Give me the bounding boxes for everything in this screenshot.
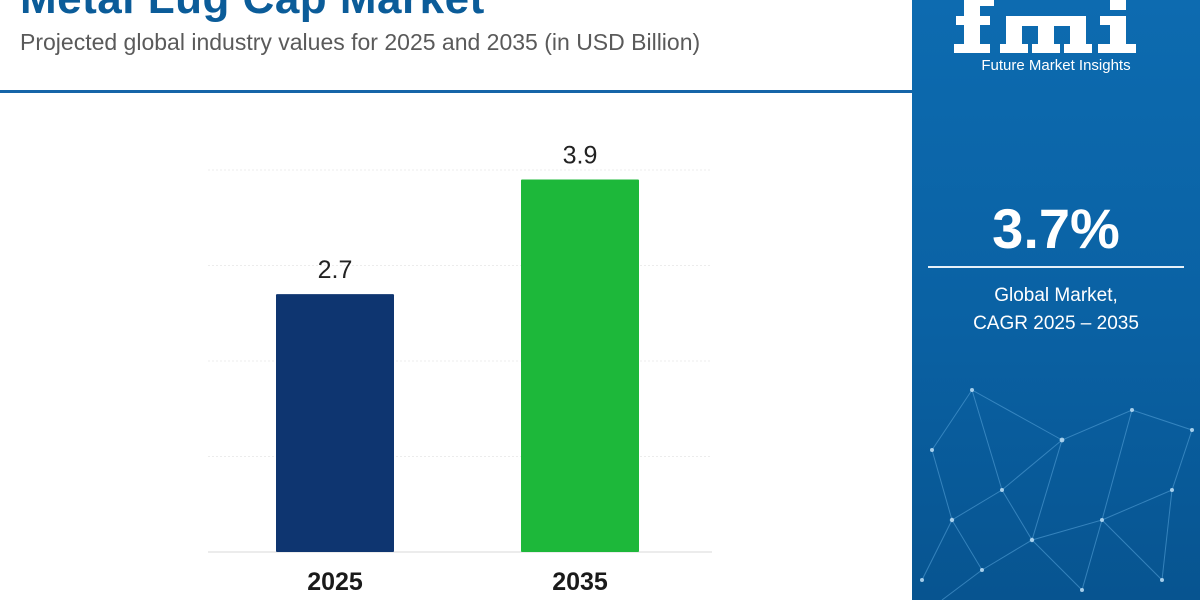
fmi-logo-letters bbox=[954, 0, 1136, 53]
x-tick-label-2025: 2025 bbox=[307, 568, 363, 596]
chart-pane: Metal Lug Cap Market Projected global in… bbox=[0, 0, 912, 596]
cagr-label-line-2: CAGR 2025 – 2035 bbox=[973, 313, 1139, 334]
bar-2035 bbox=[521, 179, 639, 553]
side-panel: fmi Future Market Insights 3.7% Global M… bbox=[912, 0, 1200, 600]
brand-name: Future Market Insights bbox=[981, 57, 1131, 74]
x-tick-label-2035: 2035 bbox=[552, 568, 608, 596]
fmi-logo: fmi bbox=[954, 0, 1136, 53]
network-decoration bbox=[920, 388, 1194, 600]
bar-chart: 2.7 2025 3.9 2035 bbox=[208, 142, 712, 596]
cagr-divider bbox=[928, 266, 1184, 268]
cagr-label: Global Market, CAGR 2025 – 2035 bbox=[912, 282, 1200, 338]
chart-title: Metal Lug Cap Market bbox=[20, 0, 485, 24]
data-label-2025: 2.7 bbox=[318, 256, 353, 284]
title-divider bbox=[0, 90, 912, 93]
chart-subtitle: Projected global industry values for 202… bbox=[20, 29, 701, 55]
cagr-label-line-1: Global Market, bbox=[994, 285, 1118, 306]
bar-2025 bbox=[276, 294, 394, 552]
cagr-value: 3.7% bbox=[992, 197, 1120, 260]
data-label-2035: 3.9 bbox=[563, 142, 598, 170]
